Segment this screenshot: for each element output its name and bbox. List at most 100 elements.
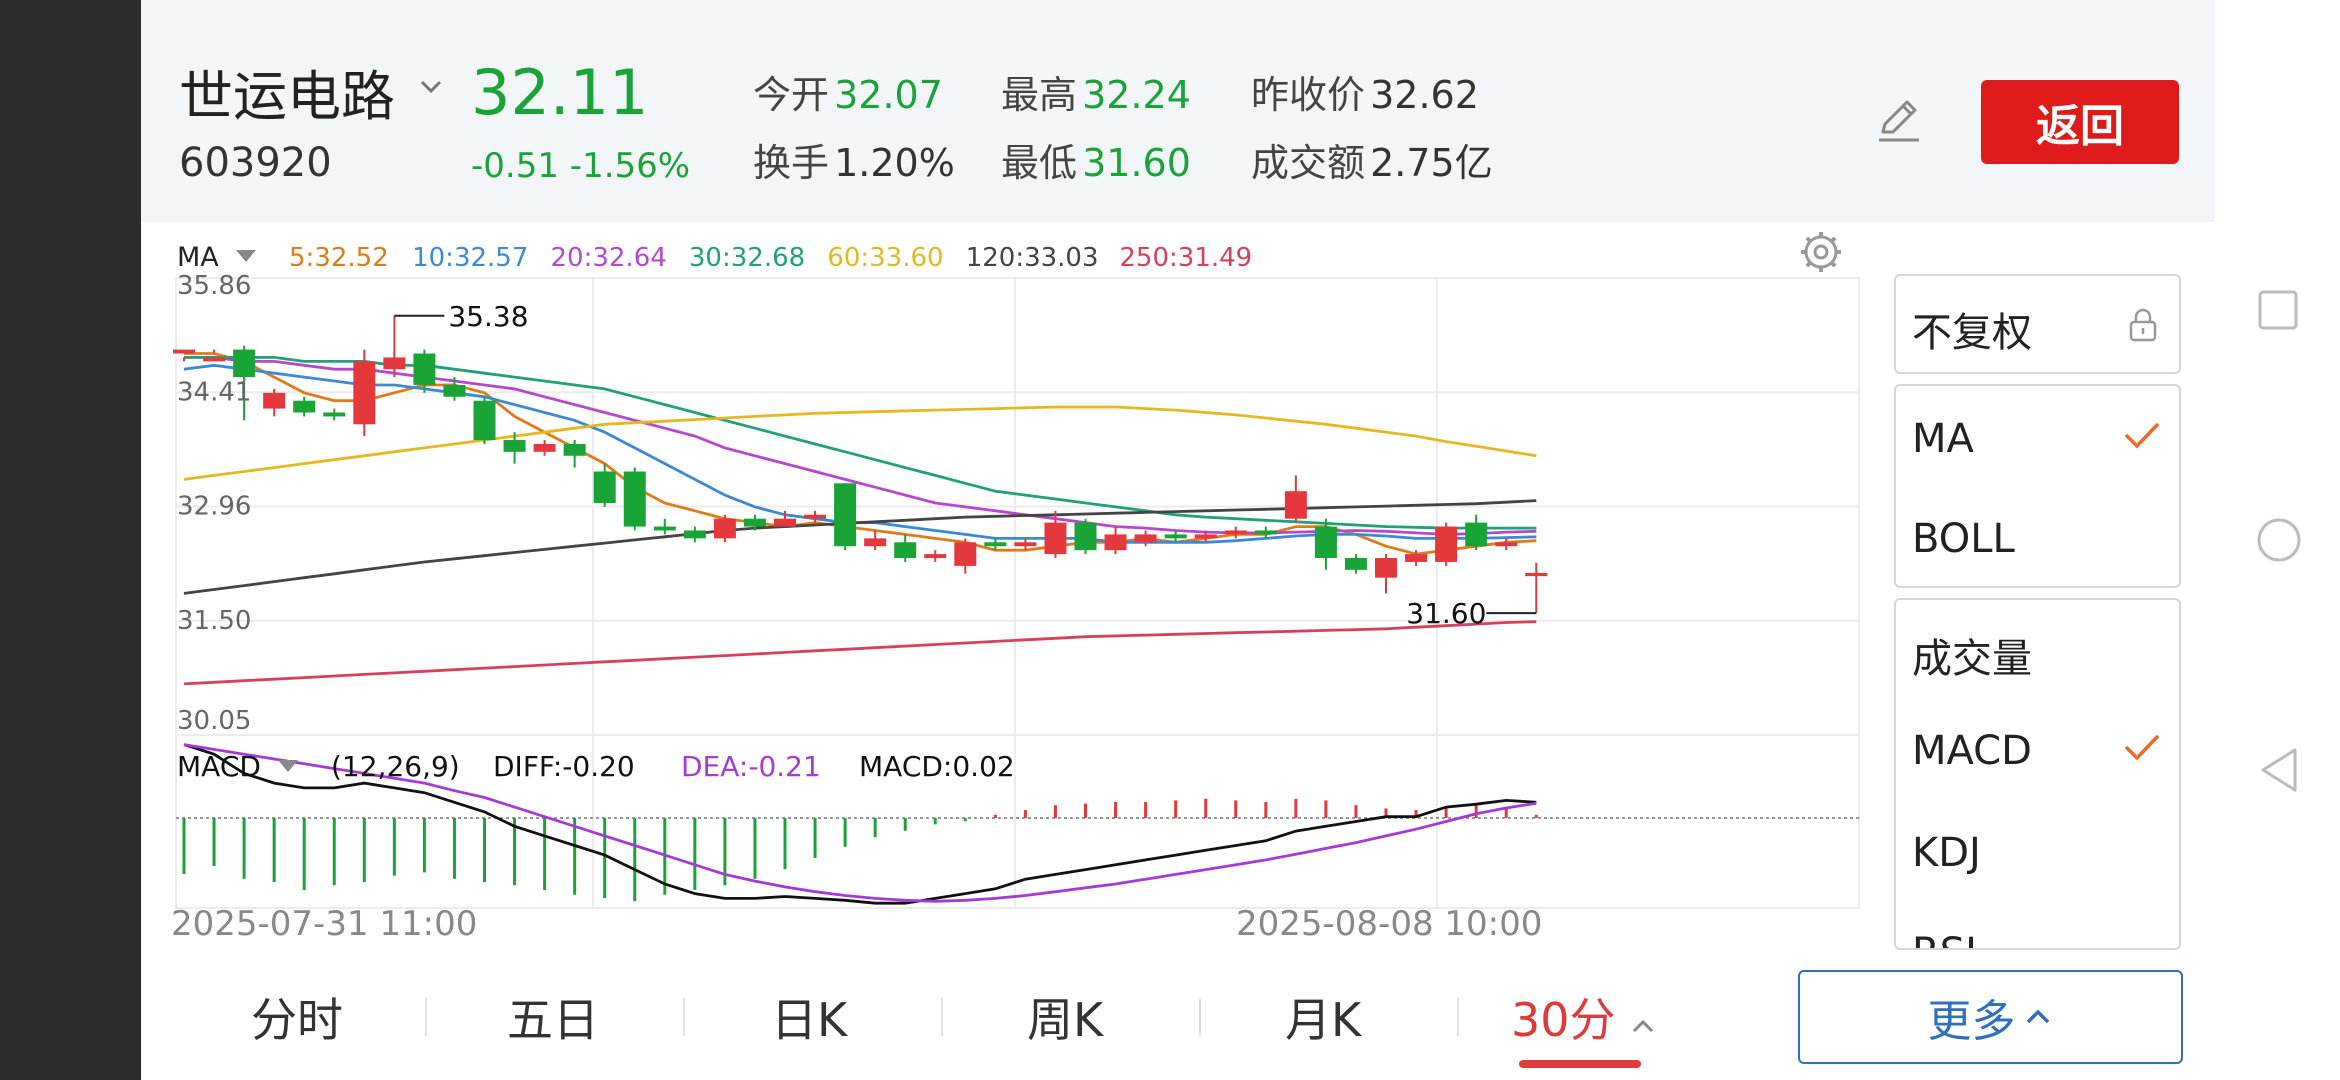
chevron-down-icon[interactable] xyxy=(416,72,446,102)
diff-line xyxy=(183,743,1537,905)
candle-body xyxy=(1525,572,1548,577)
indicator-boll[interactable]: BOLL xyxy=(1912,516,2015,562)
candle-body xyxy=(683,530,706,539)
quote-prev-close: 昨收价 32.62 xyxy=(1251,64,1479,119)
candle-body xyxy=(774,518,796,527)
indicator-macd[interactable]: MACD xyxy=(1912,728,2032,774)
candle-body xyxy=(263,392,286,409)
system-nav-bar xyxy=(2215,0,2340,1080)
open-label: 今开 xyxy=(753,73,830,117)
candle-body xyxy=(413,353,436,385)
ma-lines xyxy=(183,352,1537,686)
ma-legend-value: 60:33.60 xyxy=(827,243,943,273)
candle-body xyxy=(1284,491,1307,519)
macd-panel xyxy=(176,743,1859,905)
candle-body xyxy=(894,542,917,559)
change-amount: -0.51 xyxy=(471,146,559,186)
gear-icon xyxy=(1801,232,1841,272)
tab-monthly-k[interactable]: 月K xyxy=(1285,993,1362,1047)
adjust-option[interactable]: 不复权 xyxy=(1912,310,2032,356)
indicator-kdj[interactable]: KDJ xyxy=(1912,830,1981,876)
period-tabs: 分时 五日 日K 周K 月K 30分 xyxy=(141,960,1901,1080)
chart-labels: 35.86 34.41 32.96 31.50 30.05 35.38 31.60 MA 5:3… xyxy=(171,232,1841,944)
recent-apps-icon[interactable] xyxy=(2258,290,2298,330)
tab-weekly-k[interactable]: 周K xyxy=(1027,993,1104,1047)
candle-body xyxy=(293,400,316,413)
candle-body xyxy=(804,514,827,519)
macd-legend-label: MACD xyxy=(177,750,261,783)
candle-body xyxy=(834,483,857,547)
caret-down-icon xyxy=(236,250,256,262)
tab-divider xyxy=(941,998,943,1036)
check-icon xyxy=(2124,734,2160,761)
candle-body xyxy=(713,518,736,539)
kline-chart[interactable]: 35.86 34.41 32.96 31.50 30.05 35.38 31.60 MA 5:3… xyxy=(141,222,1886,960)
low-value: 31.60 xyxy=(1082,141,1191,185)
candle-body xyxy=(1344,558,1367,570)
ma-legend-value: 250:31.49 xyxy=(1119,243,1252,273)
quote-amount: 成交额 2.75亿 xyxy=(1251,132,1493,187)
y-tick-label: 32.96 xyxy=(177,492,251,522)
candle-body xyxy=(353,361,376,425)
candle-body xyxy=(1465,522,1488,547)
indicator-volume[interactable]: 成交量 xyxy=(1912,636,2032,682)
ma-legend-value: 30:32.68 xyxy=(689,243,805,273)
back-button[interactable]: 返回 xyxy=(1981,80,2179,164)
chevron-up-icon xyxy=(1633,1019,1654,1033)
ma-legend-value: 20:32.64 xyxy=(551,243,667,273)
high-annotation: 35.38 xyxy=(448,300,528,333)
tab-intraday[interactable]: 分时 xyxy=(251,993,343,1047)
tab-daily-k[interactable]: 日K xyxy=(771,993,848,1047)
check-icon xyxy=(2124,422,2160,449)
indicator-ma[interactable]: MA xyxy=(1912,416,1974,462)
candle-body xyxy=(653,526,676,531)
candle-body xyxy=(323,412,346,417)
candle-body xyxy=(1044,522,1067,555)
macd-plot-frame xyxy=(175,734,1860,909)
candle-body xyxy=(1134,534,1157,543)
candle-body xyxy=(233,349,256,378)
tab-five-day[interactable]: 五日 xyxy=(507,993,599,1047)
candle-body xyxy=(623,471,646,527)
dea-line xyxy=(183,743,1537,903)
amount-label: 成交额 xyxy=(1251,141,1366,185)
more-label: 更多 xyxy=(1927,996,2016,1047)
quote-high: 最高 32.24 xyxy=(1001,64,1191,119)
candle-body xyxy=(173,349,195,354)
candle-body xyxy=(1104,534,1127,551)
ma-legend-value: 120:33.03 xyxy=(966,243,1099,273)
adjust-selector[interactable]: 不复权 xyxy=(1894,274,2181,374)
ma-120-line xyxy=(183,499,1537,595)
candle-body xyxy=(743,518,766,527)
diff-value: DIFF:-0.20 xyxy=(493,750,635,783)
home-icon[interactable] xyxy=(2255,516,2303,564)
open-value: 32.07 xyxy=(834,73,943,117)
tab-30min-label: 30分 xyxy=(1511,993,1616,1047)
stock-code: 603920 xyxy=(179,140,332,186)
candle-body xyxy=(924,554,947,559)
macd-value: MACD:0.02 xyxy=(859,750,1015,783)
candle-body xyxy=(563,443,586,456)
x-tick-label: 2025-08-08 10:00 xyxy=(1236,904,1542,944)
high-value: 32.24 xyxy=(1082,73,1191,117)
indicator-rsi[interactable]: RSI xyxy=(1912,930,1977,948)
ma-legend-value: 5:32.52 xyxy=(289,243,389,273)
quote-turnover: 换手 1.20% xyxy=(753,132,955,187)
candle-body xyxy=(954,542,977,566)
stock-name[interactable]: 世运电路 xyxy=(179,65,395,128)
low-annotation: 31.60 xyxy=(1406,597,1486,630)
candle-body xyxy=(1074,522,1097,551)
candle-body xyxy=(503,440,526,452)
y-tick-label: 34.41 xyxy=(177,377,251,407)
y-tick-label: 31.50 xyxy=(177,606,251,636)
ma-250-line xyxy=(183,620,1537,686)
back-nav-icon[interactable] xyxy=(2259,746,2299,794)
tab-30min[interactable]: 30分 xyxy=(1511,984,1656,1050)
ma-30-line xyxy=(184,355,1537,530)
sub-indicator-list: 成交量 MACD KDJ RSI xyxy=(1894,598,2181,950)
more-button[interactable]: 更多 xyxy=(1798,970,2183,1064)
pencil-icon[interactable] xyxy=(1871,92,1927,148)
left-status-bar xyxy=(0,0,141,1080)
ma-legend-label: MA xyxy=(177,242,219,273)
tab-divider xyxy=(1199,998,1201,1036)
